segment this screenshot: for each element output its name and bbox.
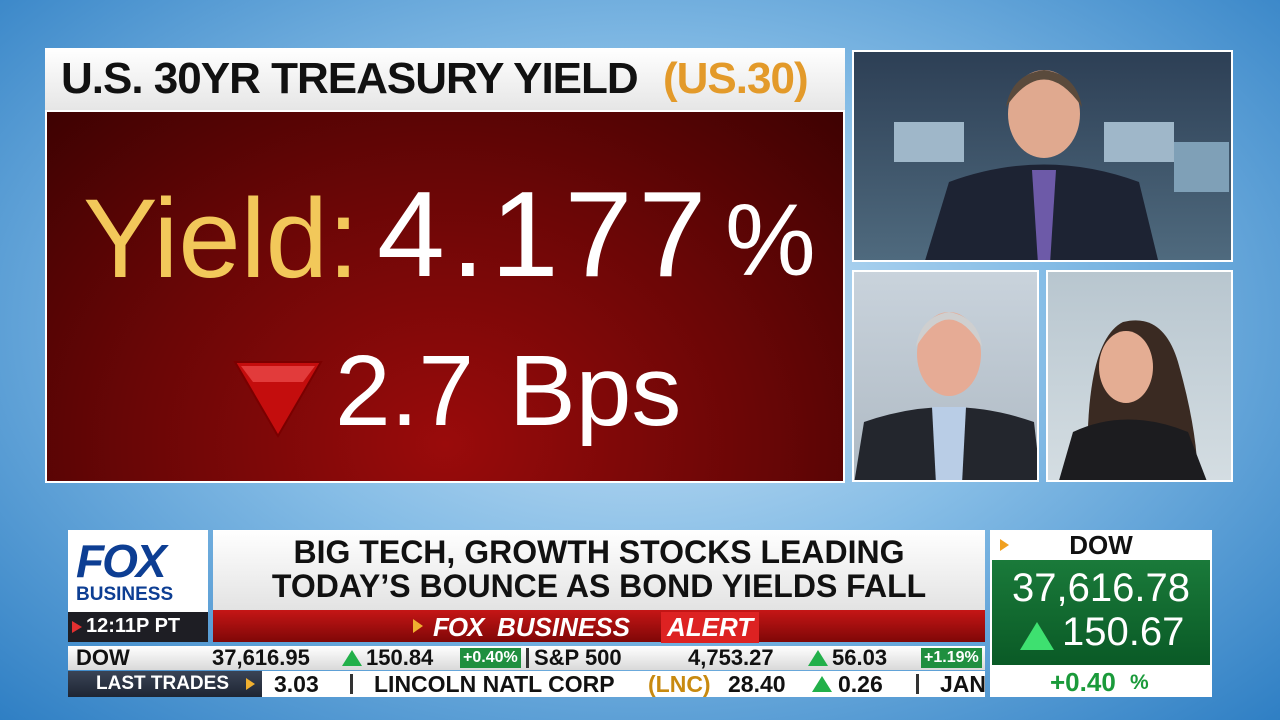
trades-label-box: LAST TRADES	[68, 671, 262, 697]
index-value: 4,753.27	[688, 645, 774, 670]
trade-change: 0.26	[838, 671, 883, 697]
trades-ticker: LAST TRADES 3.03 LINCOLN NATL CORP (LNC)…	[68, 671, 987, 697]
studio-monitor	[894, 122, 964, 162]
anchor-face	[1008, 70, 1080, 158]
clock-arrow-shape	[72, 621, 82, 633]
headline-line-1: BIG TECH, GROWTH STOCKS LEADING	[293, 534, 905, 570]
headline-line-2: TODAY’S BOUNCE AS BOND YIELDS FALL	[271, 568, 927, 604]
trade-company: LINCOLN NATL CORP	[374, 671, 615, 697]
video-guest-1	[852, 270, 1039, 482]
studio-monitor	[1174, 142, 1229, 192]
index-change: 56.03	[832, 645, 888, 670]
network-logo: FOX BUSINESS 12:11P PT	[68, 530, 208, 642]
dow-box-change: 150.67	[1062, 610, 1185, 654]
anchor-hair	[1006, 70, 1082, 107]
dow-box-up	[1020, 622, 1054, 650]
index-up-shape	[342, 650, 362, 666]
triangle-shine	[241, 366, 315, 382]
guest-face	[917, 312, 981, 396]
dow-box-percent: +0.40	[1050, 667, 1116, 697]
yield-label: Yield:	[83, 176, 360, 301]
alert-brand: FOX	[433, 612, 484, 642]
alert-bar: FOX BUSINESS ALERT	[213, 610, 985, 643]
guest-shirt	[932, 407, 966, 480]
change-value: 2.7	[335, 335, 475, 447]
index-name: S&P 500	[534, 645, 622, 670]
trades-arrow-shape	[246, 678, 255, 690]
guest-1-scene	[854, 312, 1037, 480]
trade-up-shape	[812, 676, 832, 692]
down-arrow	[233, 361, 323, 438]
clock-bar: 12:11P PT	[68, 612, 208, 642]
clock-time: 12:11P PT	[86, 615, 181, 637]
clock-arrow	[72, 621, 82, 633]
graphic-panel: Yield: 4.177 % 2.7 Bps	[45, 110, 845, 483]
trades-arrow	[246, 678, 255, 690]
studio-monitor	[1104, 122, 1174, 162]
change-unit: Bps	[509, 335, 682, 447]
index-percent: +1.19%	[921, 648, 982, 668]
guest-2-scene	[1059, 320, 1207, 480]
index-up-shape	[808, 650, 828, 666]
index-name: DOW	[76, 645, 130, 670]
logo-sub: BUSINESS	[76, 584, 174, 605]
trade-symbol: (LNC)	[648, 671, 711, 697]
dow-box: DOW 37,616.78 150.67 +0.40 %	[990, 530, 1212, 697]
index-up	[342, 650, 362, 666]
graphic-title: U.S. 30YR TREASURY YIELD	[61, 54, 639, 103]
index-ticker: DOW 37,616.95 150.84 +0.40% S&P 500 4,75…	[68, 646, 985, 670]
yield-value: 4.177	[377, 166, 713, 302]
dow-box-up-shape	[1020, 622, 1054, 650]
video-anchor	[852, 50, 1233, 262]
video-guest-2	[1046, 270, 1233, 482]
guest-hair	[916, 312, 982, 347]
guest-face	[1099, 331, 1153, 403]
index-change: 150.84	[366, 645, 434, 670]
dow-box-values: 37,616.78 150.67	[992, 560, 1210, 665]
graphic-header: U.S. 30YR TREASURY YIELD (US.30)	[45, 48, 845, 110]
index-percent: +0.40%	[460, 648, 521, 668]
ticker-divider	[916, 674, 919, 694]
dow-box-value: 37,616.78	[1012, 566, 1190, 610]
yield-unit: %	[725, 183, 816, 297]
index-up	[808, 650, 828, 666]
trade-price: 28.40	[728, 671, 786, 697]
index-value: 37,616.95	[212, 645, 310, 670]
alert-word: ALERT	[661, 612, 760, 643]
dow-box-arrow-shape	[1000, 539, 1009, 551]
logo-brand: FOX	[76, 535, 167, 587]
trade-up	[812, 676, 832, 692]
graphic-symbol: (US.30)	[663, 54, 809, 103]
ticker-divider	[350, 674, 353, 694]
trade-company: JAN	[940, 671, 987, 697]
dow-box-arrow	[1000, 539, 1009, 551]
guest-jacket	[1059, 419, 1207, 480]
ticker-divider	[526, 648, 529, 668]
anchor-scene	[894, 70, 1229, 260]
trades-label: LAST TRADES	[96, 673, 229, 694]
alert-arrow	[413, 619, 423, 633]
dow-box-percent-unit: %	[1130, 671, 1149, 694]
headline-box: BIG TECH, GROWTH STOCKS LEADING TODAY’S …	[213, 530, 985, 610]
anchor-tie	[1032, 170, 1056, 260]
alert-sub: BUSINESS	[497, 612, 630, 642]
dow-box-label: DOW	[1069, 530, 1133, 560]
alert-arrow-shape	[413, 619, 423, 633]
trade-price: 3.03	[274, 671, 319, 697]
